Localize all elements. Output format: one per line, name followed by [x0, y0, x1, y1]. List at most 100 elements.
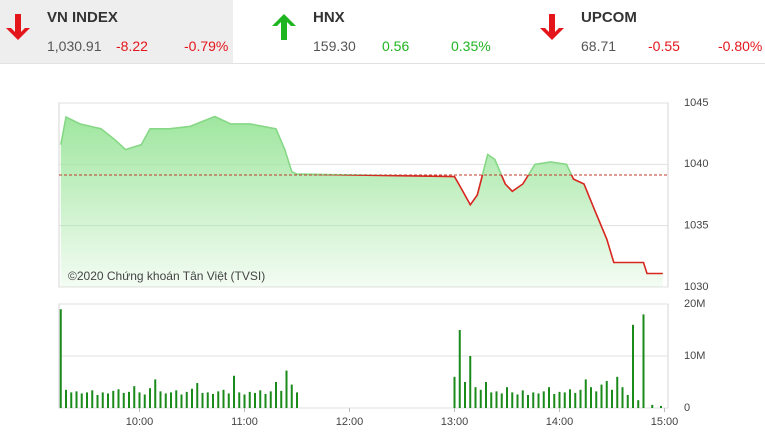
arrow [272, 14, 296, 40]
index-percent: -0.79% [184, 38, 229, 54]
volume-bar [651, 404, 654, 408]
volume-bar [238, 392, 241, 408]
volume-bar [474, 387, 477, 408]
index-name: VN INDEX [47, 9, 118, 26]
index-box[interactable]: HNX 159.30 0.56 0.35% [266, 0, 521, 63]
volume-bar [264, 393, 267, 408]
volume-bar [296, 392, 298, 408]
volume-bar [611, 389, 613, 408]
y-tick-label: 1040 [684, 158, 708, 170]
volume-bar [500, 393, 503, 408]
volume-bar [122, 392, 125, 408]
volume-bar [170, 392, 172, 408]
index-box[interactable]: VN INDEX 1,030.91 -8.22 -0.79% [0, 0, 233, 63]
index-bar: VN INDEX 1,030.91 -8.22 -0.79% HNX 159.3… [0, 0, 765, 64]
x-tick-label: 11:00 [231, 416, 258, 428]
index-value: 159.30 [313, 38, 356, 54]
volume-bar [485, 382, 487, 408]
volume-bar [642, 314, 645, 408]
volume-bar [616, 376, 619, 408]
volume-bar [191, 388, 193, 408]
volume-bar [217, 391, 220, 408]
volume-bar [254, 392, 256, 408]
index-value: 68.71 [581, 38, 617, 54]
x-tick-label: 12:00 [336, 416, 364, 428]
arrow [540, 14, 564, 40]
volume-bar [59, 309, 62, 408]
x-tick-label: 15:00 [651, 416, 679, 428]
index-box[interactable]: UPCOM 68.71 -0.55 -0.80% [534, 0, 765, 63]
index-value: 1,030.91 [47, 38, 102, 54]
volume-bar [464, 382, 466, 408]
arrow-icon [272, 14, 296, 40]
volume-bar [621, 387, 624, 408]
y-tick-label: 0 [684, 402, 690, 414]
volume-bar [632, 324, 634, 408]
volume-bar [584, 379, 587, 408]
volume-bar [164, 393, 167, 408]
area-fill [60, 116, 663, 287]
volume-bar [285, 370, 288, 408]
volume-bar [280, 390, 283, 408]
volume-bar [527, 395, 529, 408]
volume-bar [511, 392, 514, 408]
volume-bar [495, 391, 498, 408]
volume-bar [569, 389, 571, 408]
x-tick-label: 13:00 [441, 416, 469, 428]
volume-bar [600, 384, 603, 408]
volume-bar [201, 392, 204, 408]
volume-bar [290, 384, 293, 408]
y-tick-label: 20M [684, 298, 705, 310]
volume-bar [138, 392, 141, 408]
volume-bar [65, 389, 67, 408]
index-change: -0.55 [648, 38, 680, 54]
volume-bar [96, 395, 99, 408]
index-change: 0.56 [382, 38, 410, 54]
volume-bar [506, 387, 508, 408]
volume-bar [248, 391, 251, 408]
y-tick-label: 1045 [684, 97, 708, 109]
y-tick-label: 1035 [684, 220, 708, 232]
volume-bar [243, 394, 246, 408]
x-tick-label: 10:00 [126, 416, 154, 428]
volume-bar [458, 330, 461, 408]
volume-bar [532, 392, 535, 408]
volume-bar [479, 389, 482, 408]
volume-bar [117, 389, 120, 408]
volume-bar [516, 394, 519, 408]
arrow [6, 14, 30, 40]
volume-bar [275, 382, 277, 408]
volume-bar [70, 392, 73, 408]
volume-bar [227, 393, 230, 408]
y-tick-label: 10M [684, 350, 705, 362]
volume-bar [548, 387, 550, 408]
volume-bar [579, 389, 582, 408]
x-tick-label: 14:00 [546, 416, 574, 428]
volume-bar [590, 387, 592, 408]
arrow-icon [540, 14, 564, 40]
volume-bar [574, 392, 577, 408]
volume-bar [206, 392, 209, 408]
volume-bar [75, 391, 78, 408]
volume-bar [626, 395, 629, 408]
y-tick-label: 1030 [684, 281, 708, 293]
volume-bar [490, 392, 493, 408]
volume-bar [143, 394, 146, 408]
index-change: -8.22 [116, 38, 148, 54]
watermark: ©2020 Chứng khoán Tân Việt (TVSI) [68, 269, 265, 283]
volume-bar [180, 394, 183, 408]
volume-bar [537, 393, 540, 408]
volume-bar [563, 392, 566, 408]
index-percent: -0.80% [718, 38, 763, 54]
volume-bar [521, 390, 524, 408]
volume-bar [185, 391, 188, 408]
volume-bar [553, 393, 556, 408]
volume-bar [605, 380, 608, 408]
volume-bar [212, 393, 214, 408]
volume-bar [80, 393, 83, 408]
volume-bar [259, 390, 262, 408]
volume-bar [595, 391, 598, 408]
volume-bar [222, 389, 225, 408]
